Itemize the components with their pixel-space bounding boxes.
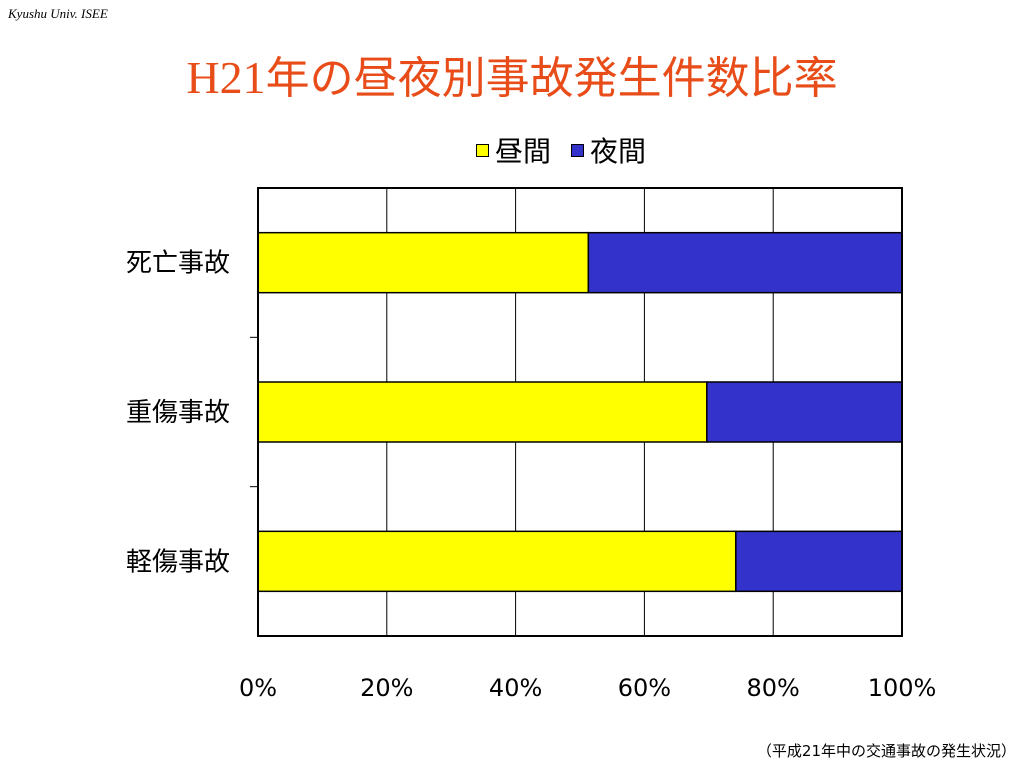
bar-segment-day bbox=[257, 381, 708, 443]
category-label: 重傷事故 bbox=[126, 398, 230, 428]
x-tick-label: 40% bbox=[489, 674, 542, 702]
x-tick-label: 100% bbox=[868, 674, 937, 702]
header-tag: Kyushu Univ. ISEE bbox=[8, 6, 108, 21]
legend-swatch-day bbox=[476, 143, 489, 157]
legend-item-night: 夜間 bbox=[571, 130, 646, 170]
x-tick-label: 60% bbox=[618, 674, 671, 702]
legend-label-night: 夜間 bbox=[590, 135, 647, 168]
category-label: 死亡事故 bbox=[126, 249, 230, 279]
chart-legend: 昼間 夜間 bbox=[476, 130, 666, 170]
bar-segment-night bbox=[706, 381, 903, 443]
bar-segment-night bbox=[587, 231, 903, 294]
category-label: 軽傷事故 bbox=[126, 547, 230, 577]
legend-swatch-night bbox=[571, 143, 585, 157]
legend-item-day: 昼間 bbox=[476, 130, 551, 170]
source-note: （平成21年中の交通事故の発生状況） bbox=[756, 742, 1016, 760]
bar-segment-day bbox=[257, 530, 737, 593]
x-tick-label: 80% bbox=[747, 674, 800, 702]
bar-segment-day bbox=[257, 231, 590, 294]
plot-frame bbox=[257, 187, 903, 637]
title-text: 年の昼夜別事故発生件数比率 bbox=[265, 53, 838, 104]
x-tick-label: 20% bbox=[360, 674, 413, 702]
bar-segment-night bbox=[735, 530, 903, 593]
x-tick-label: 0% bbox=[239, 674, 277, 702]
title-prefix: H21 bbox=[186, 52, 266, 103]
page-title: H21年の昼夜別事故発生件数比率 bbox=[0, 42, 1024, 106]
legend-label-day: 昼間 bbox=[495, 135, 552, 168]
